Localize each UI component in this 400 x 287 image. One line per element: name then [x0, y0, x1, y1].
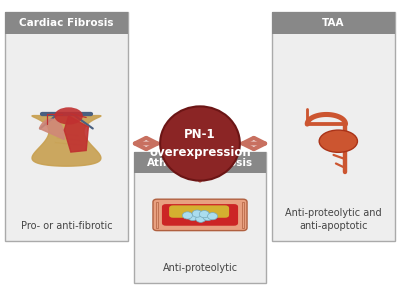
FancyBboxPatch shape	[134, 152, 266, 173]
FancyBboxPatch shape	[153, 199, 247, 231]
FancyBboxPatch shape	[134, 152, 266, 284]
Circle shape	[208, 213, 218, 220]
FancyBboxPatch shape	[162, 204, 238, 226]
Text: Atherothrombosis: Atherothrombosis	[147, 158, 253, 168]
Text: Pro- or anti-fibrotic: Pro- or anti-fibrotic	[21, 221, 112, 231]
FancyBboxPatch shape	[169, 205, 229, 218]
Circle shape	[203, 213, 213, 220]
FancyBboxPatch shape	[272, 12, 395, 34]
FancyBboxPatch shape	[5, 12, 128, 241]
Text: TAA: TAA	[322, 18, 345, 28]
Ellipse shape	[160, 106, 240, 181]
Circle shape	[188, 213, 198, 220]
Ellipse shape	[54, 107, 83, 125]
Circle shape	[196, 215, 206, 222]
FancyBboxPatch shape	[242, 202, 244, 228]
Circle shape	[192, 210, 202, 217]
Text: Cardiac Fibrosis: Cardiac Fibrosis	[19, 18, 114, 28]
Ellipse shape	[319, 130, 358, 152]
Circle shape	[199, 211, 209, 218]
FancyBboxPatch shape	[272, 12, 395, 241]
Polygon shape	[64, 116, 88, 152]
Polygon shape	[32, 116, 101, 166]
Text: Anti-proteolytic: Anti-proteolytic	[162, 263, 238, 274]
Polygon shape	[173, 208, 225, 215]
FancyBboxPatch shape	[5, 12, 128, 34]
Circle shape	[182, 212, 192, 219]
Polygon shape	[39, 119, 64, 139]
Text: Anti-proteolytic and
anti-apoptotic: Anti-proteolytic and anti-apoptotic	[285, 208, 382, 231]
FancyBboxPatch shape	[156, 202, 158, 228]
Text: PN-1
overexpression: PN-1 overexpression	[149, 128, 251, 159]
